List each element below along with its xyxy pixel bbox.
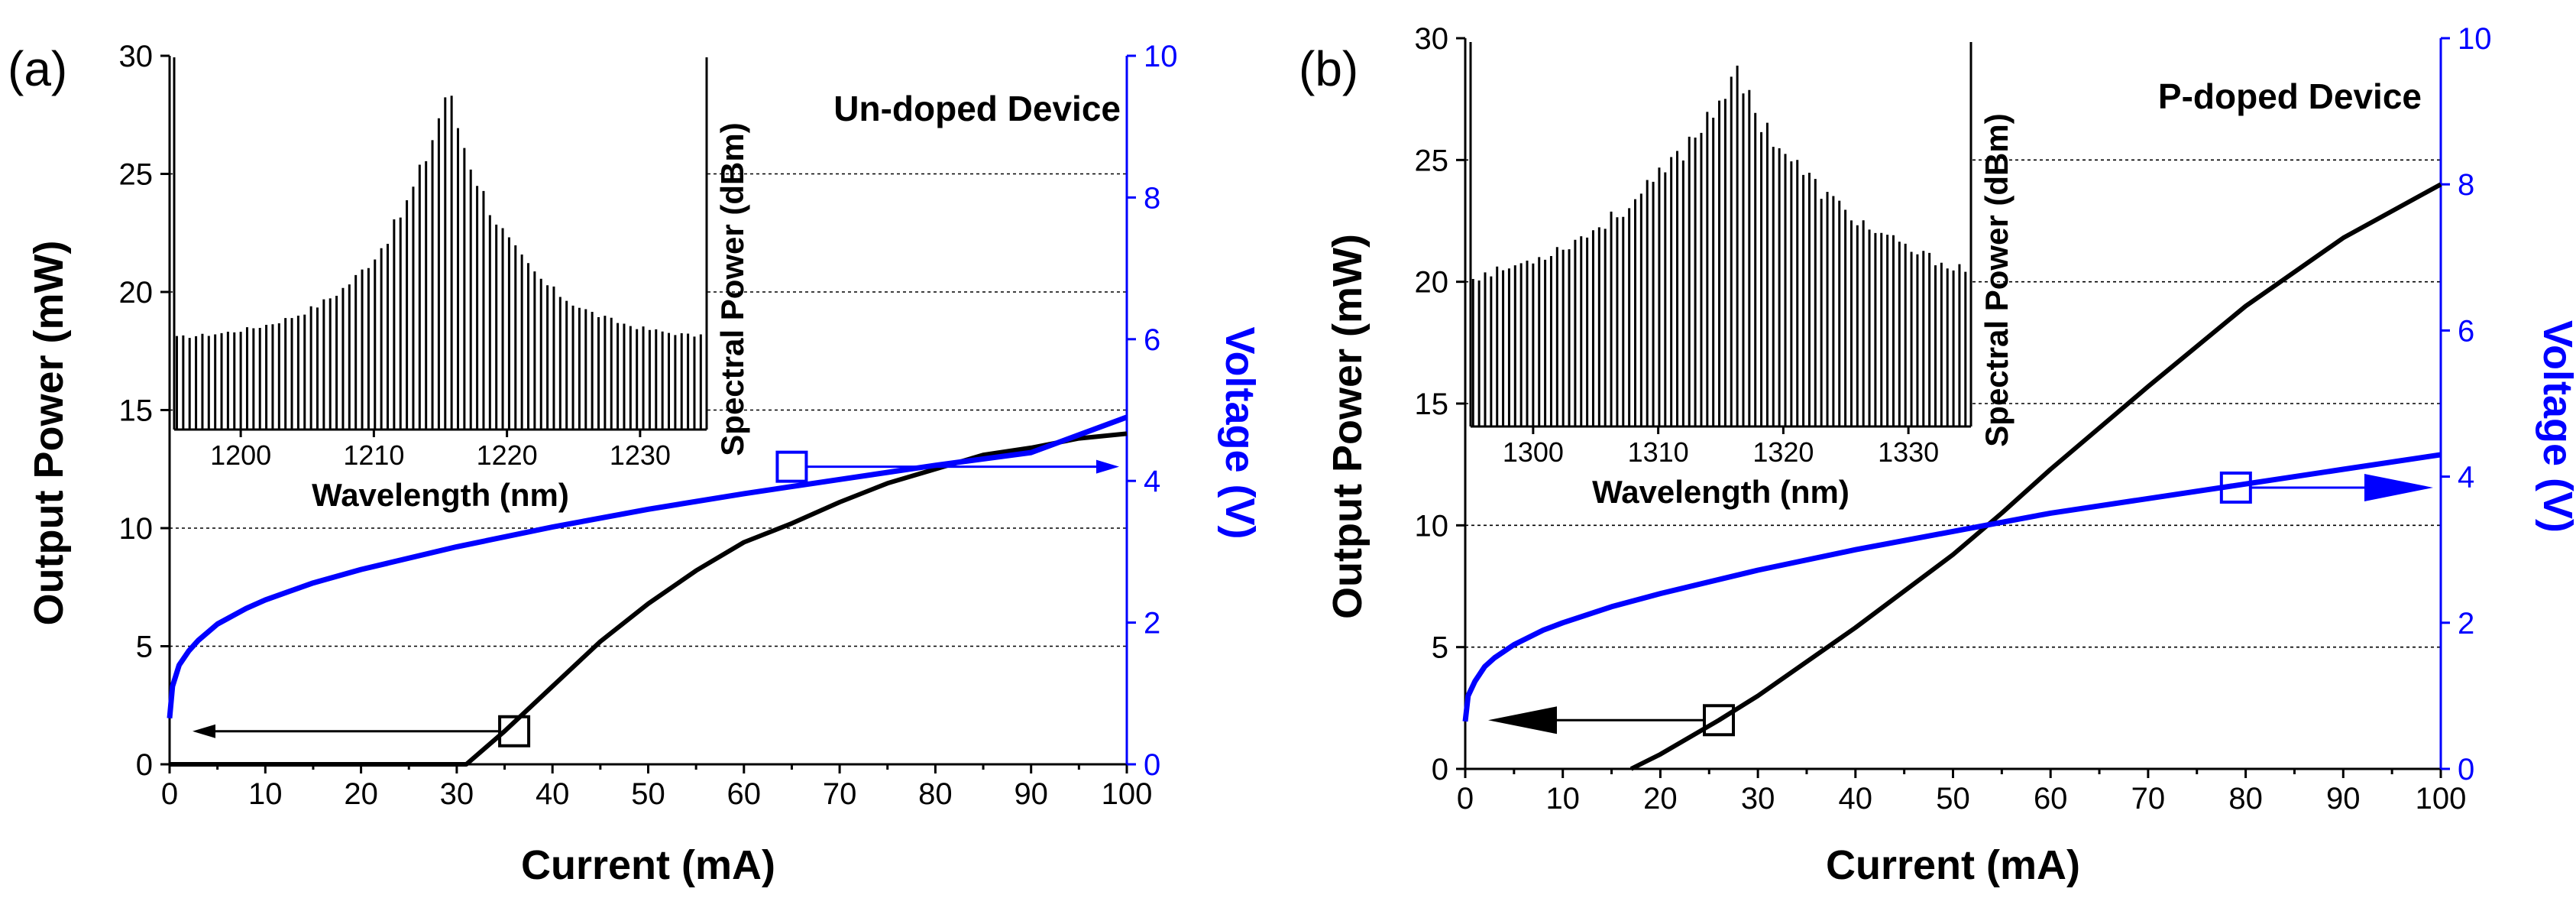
panel-a: 0 10 20 30 40 50 60 70 80 90 100051015202530024681…: [8, 40, 1263, 888]
y-tick-label: 10: [1415, 509, 1449, 543]
y2-tick-label: 6: [2458, 314, 2474, 348]
inset-x-tick-label: 1330: [1878, 436, 1939, 468]
y-tick-label: 20: [1415, 266, 1449, 300]
device-label: Un-doped Device: [833, 89, 1121, 128]
x-tick-label: 70: [823, 777, 857, 811]
voltage-marker: [775, 450, 808, 483]
inset-y-title: Spectral Power (dBm): [714, 122, 750, 456]
y-tick-label: 0: [136, 748, 153, 782]
inset-x-title: Wavelength (nm): [1592, 474, 1849, 510]
inset-x-tick-label: 1320: [1752, 436, 1814, 468]
x-tick-label: 70: [2131, 782, 2166, 816]
x-tick-label: 40: [536, 777, 570, 811]
x-axis-title: Current (mA): [1826, 842, 2080, 888]
inset-x-tick-label: 1310: [1628, 436, 1689, 468]
inset-x-tick-label: 1300: [1503, 436, 1564, 468]
y-tick-label: 15: [1415, 388, 1449, 421]
axis-arrow-head: [1096, 459, 1119, 474]
y-axis-title: Output Power (mW): [1325, 234, 1371, 619]
axis-arrow-head: [193, 724, 215, 738]
x-tick-label: 30: [1741, 782, 1775, 816]
y-tick-label: 25: [1415, 144, 1449, 177]
y2-tick-label: 0: [2458, 753, 2474, 786]
y2-tick-label: 2: [2458, 607, 2474, 640]
x-tick-label: 0: [1457, 782, 1474, 816]
y2-tick-label: 2: [1144, 607, 1160, 640]
y2-tick-label: 4: [1144, 465, 1160, 498]
y-tick-label: 25: [119, 158, 154, 192]
voltage-curve: [167, 414, 1128, 719]
panel-label: (a): [8, 41, 67, 96]
x-axis-title: Current (mA): [521, 842, 775, 888]
x-tick-label: 30: [440, 777, 474, 811]
y-tick-label: 30: [1415, 22, 1449, 56]
y-tick-label: 10: [119, 512, 154, 546]
y-tick-label: 30: [119, 40, 154, 73]
inset-x-tick-label: 1200: [210, 439, 271, 471]
y2-tick-label: 6: [1144, 323, 1160, 357]
y2-tick-label: 10: [2458, 22, 2492, 56]
x-tick-label: 80: [918, 777, 953, 811]
voltage-curve: [1462, 452, 2442, 722]
y2-tick-label: 0: [1144, 748, 1160, 782]
y-axis-title: Output Power (mW): [26, 241, 72, 626]
x-tick-label: 20: [344, 777, 378, 811]
inset-x-tick-label: 1210: [343, 439, 404, 471]
y2-axis-title: Voltage (V): [2535, 320, 2576, 533]
y2-tick-label: 10: [1144, 40, 1178, 73]
y-tick-label: 5: [136, 631, 153, 664]
y-tick-label: 15: [119, 394, 154, 428]
x-tick-label: 10: [1545, 782, 1580, 816]
axis-arrow-head: [2364, 473, 2433, 501]
x-tick-label: 20: [1643, 782, 1678, 816]
x-tick-label: 40: [1839, 782, 1873, 816]
y2-tick-label: 8: [1144, 181, 1160, 215]
x-tick-label: 80: [2228, 782, 2263, 816]
output-power-curve: [170, 431, 1128, 767]
x-tick-label: 10: [248, 777, 283, 811]
device-label: P-doped Device: [2158, 76, 2422, 116]
x-tick-label: 100: [1102, 777, 1153, 811]
x-tick-label: 50: [1936, 782, 1970, 816]
x-tick-label: 0: [161, 777, 178, 811]
y2-axis-title: Voltage (V): [1217, 326, 1263, 539]
panel-label: (b): [1299, 41, 1358, 96]
x-tick-label: 100: [2416, 782, 2467, 816]
inset-x-tick-label: 1220: [477, 439, 538, 471]
output-power-curve: [1629, 182, 2442, 771]
inset-spectrum: 1300 1310 1320 1330 Wavelength (nm) Spectral …: [1469, 42, 2015, 510]
y-tick-label: 0: [1432, 753, 1448, 786]
y2-tick-label: 4: [2458, 461, 2474, 495]
axis-arrow-head: [1488, 706, 1557, 735]
x-tick-label: 90: [1014, 777, 1048, 811]
x-tick-label: 90: [2326, 782, 2361, 816]
x-tick-label: 60: [727, 777, 762, 811]
x-tick-label: 50: [631, 777, 665, 811]
inset-x-title: Wavelength (nm): [312, 477, 569, 513]
inset-spectrum: 1200 1210 1220 1230 Wavelength (nm) Spectral …: [173, 57, 750, 513]
inset-x-tick-label: 1230: [610, 439, 671, 471]
inset-y-title: Spectral Power (dBm): [1979, 113, 2015, 446]
x-tick-label: 60: [2034, 782, 2068, 816]
y-tick-label: 20: [119, 276, 154, 310]
y2-tick-label: 8: [2458, 168, 2474, 202]
y-tick-label: 5: [1432, 631, 1448, 665]
panel-b: 0 10 20 30 40 50 60 70 80 90 100051015202530024681…: [1299, 22, 2576, 888]
